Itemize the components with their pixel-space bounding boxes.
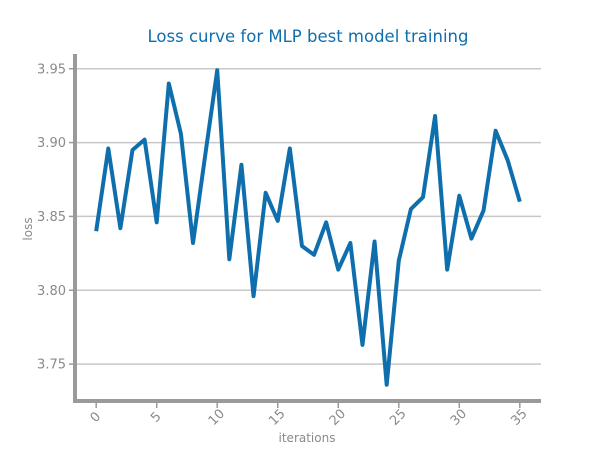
series-lines — [94, 68, 522, 387]
y-tick-label: 3.75 — [37, 358, 66, 373]
y-tick-label: 3.85 — [37, 210, 66, 225]
x-axis-label: iterations — [279, 431, 336, 445]
y-tick-label: 3.95 — [37, 62, 66, 77]
x-tick-label: 20 — [327, 406, 349, 428]
x-axis-ticks: 0 5 10 15 20 25 30 35 — [88, 403, 531, 429]
x-tick-label: 30 — [448, 406, 470, 428]
gridlines — [75, 68, 541, 365]
x-tick-label: 5 — [148, 409, 164, 425]
x-tick-label: 35 — [508, 406, 530, 428]
x-tick-label: 15 — [266, 406, 288, 428]
y-tick-label: 3.90 — [37, 136, 66, 151]
x-tick-label: 10 — [206, 406, 228, 428]
axes-spines — [73, 54, 541, 403]
y-axis-ticks: 3.75 3.80 3.85 3.90 3.95 — [37, 62, 75, 373]
x-tick-label: 25 — [387, 406, 409, 428]
loss-line — [94, 68, 522, 387]
y-tick-label: 3.80 — [37, 284, 66, 299]
x-tick-label: 0 — [88, 409, 104, 425]
chart-title: Loss curve for MLP best model training — [148, 27, 469, 46]
y-axis-label: loss — [21, 217, 35, 240]
